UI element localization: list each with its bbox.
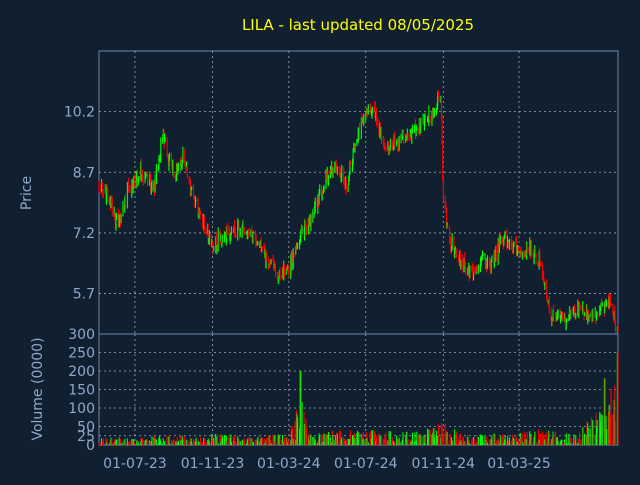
volume-y-tick: 300: [68, 327, 95, 343]
price-y-tick: 8.7: [73, 165, 95, 181]
price-y-tick: 10.2: [64, 105, 95, 121]
x-tick-label: 01-11-24: [412, 456, 476, 472]
x-tick-label: 01-07-23: [103, 456, 167, 472]
volume-axis-label: Volume (0000): [30, 337, 46, 440]
volume-grid: [99, 334, 618, 445]
volume-bars: [98, 352, 619, 445]
volume-y-tick: 100: [68, 401, 95, 417]
volume-y-tick: 50: [77, 420, 95, 436]
price-grid: [99, 51, 618, 334]
price-panel: 5.7 7.2 8.7 10.2 Price 300: [19, 50, 619, 343]
x-tick-label: 01-03-25: [487, 456, 551, 472]
price-plot-frame: [98, 50, 619, 335]
x-tick-label: 01-11-23: [181, 456, 245, 472]
x-ticks: 01-07-23 01-11-23 01-03-24 01-07-24 01-11-24…: [103, 456, 551, 472]
price-axis-label: Price: [19, 176, 35, 210]
volume-y-tick: 250: [68, 346, 95, 362]
x-tick-label: 01-07-24: [334, 456, 398, 472]
price-candles: [98, 89, 619, 343]
price-y-tick: 5.7: [73, 287, 95, 303]
price-y-ticks: 5.7 7.2 8.7 10.2: [64, 105, 95, 303]
volume-y-tick: 25: [77, 429, 95, 445]
chart-title: LILA - last updated 08/05/2025: [242, 16, 474, 34]
price-y-tick: 7.2: [73, 226, 95, 242]
volume-y-tick: 0: [86, 438, 95, 454]
volume-y-tick: 150: [68, 383, 95, 399]
x-tick-label: 01-03-24: [257, 456, 321, 472]
volume-y-tick: 200: [68, 364, 95, 380]
